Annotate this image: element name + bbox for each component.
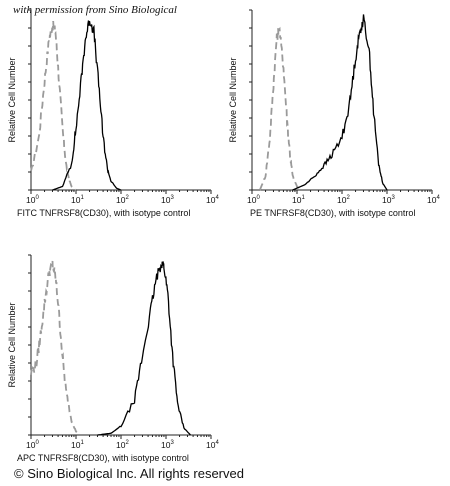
- sample-curve: [97, 261, 191, 436]
- y-axis-label: Relative Cell Number: [228, 57, 238, 142]
- x-tick-label: 101: [71, 195, 84, 205]
- x-tick-label: 100: [247, 195, 260, 205]
- x-tick-label: 103: [161, 195, 174, 205]
- x-tick-label: 102: [337, 195, 350, 205]
- isotype-control-curve: [30, 260, 81, 436]
- x-tick-label: 102: [116, 195, 129, 205]
- x-axis-label: APC TNFRSF8(CD30), with isotype control: [17, 453, 189, 463]
- x-tick-label: 104: [206, 440, 219, 450]
- sample-curve: [52, 20, 122, 191]
- y-axis-label: Relative Cell Number: [7, 57, 17, 142]
- x-tick-label: 103: [382, 195, 395, 205]
- x-tick-label: 102: [116, 440, 129, 450]
- x-tick-label: 101: [71, 440, 84, 450]
- y-axis-label: Relative Cell Number: [7, 302, 17, 387]
- x-axis-label: FITC TNFRSF8(CD30), with isotype control: [17, 208, 190, 218]
- isotype-control-curve: [30, 21, 77, 191]
- copyright-text: © Sino Biological Inc. All rights reserv…: [14, 466, 244, 481]
- watermark-text: with permission from Sino Biological: [13, 4, 177, 16]
- x-tick-label: 104: [427, 195, 440, 205]
- x-tick-label: 100: [26, 195, 39, 205]
- x-axis-label: PE TNFRSF8(CD30), with isotype control: [250, 208, 415, 218]
- x-tick-label: 101: [292, 195, 305, 205]
- sample-curve: [292, 14, 388, 191]
- x-tick-label: 103: [161, 440, 174, 450]
- x-tick-label: 104: [206, 195, 219, 205]
- isotype-control-curve: [259, 26, 302, 191]
- x-tick-label: 100: [26, 440, 39, 450]
